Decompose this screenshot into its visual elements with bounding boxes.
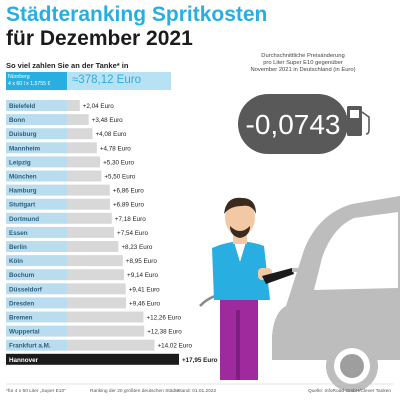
- category-label: Bochum: [9, 272, 35, 279]
- category-label: Hannover: [9, 357, 39, 364]
- bar: [67, 339, 155, 351]
- avg-change-display: -0,0743: [238, 94, 370, 154]
- bar-value-label: +12,38 Euro: [147, 329, 182, 336]
- category-label: Köln: [9, 258, 23, 265]
- bar: [67, 269, 125, 281]
- bar-value-label: +9,41 Euro: [129, 286, 160, 293]
- category-label: Mannheim: [9, 145, 41, 152]
- category-label-bg: [6, 156, 67, 168]
- category-label-bg: [6, 353, 67, 365]
- category-label-bg: [6, 297, 67, 309]
- category-label: Wuppertal: [9, 329, 40, 336]
- bar: [67, 283, 126, 295]
- avg-change-label-line: pro Liter Super E10 gegenüber: [263, 60, 343, 66]
- category-label-bg: [6, 142, 67, 154]
- bar-value-label: +8,23 Euro: [121, 244, 152, 251]
- person-illustration: [199, 197, 300, 380]
- bar: [67, 241, 119, 252]
- category-label-bg: [6, 311, 67, 323]
- date-note: Stand: 01.01.2022: [177, 389, 217, 394]
- category-label: Dresden: [9, 300, 34, 307]
- category-label-bg: [6, 114, 67, 126]
- category-label-bg: [6, 325, 67, 337]
- bar: [67, 170, 102, 182]
- category-label-bg: [6, 170, 67, 182]
- category-label: München: [9, 174, 37, 181]
- category-label: Leipzig: [9, 159, 31, 166]
- bar: [67, 226, 115, 238]
- category-label-bg: [6, 212, 67, 224]
- bar: [67, 212, 112, 224]
- reference-bar: [67, 72, 171, 90]
- ranking-note: Ranking der 20 größten deutschen Städte: [90, 389, 180, 394]
- category-label-bg: [6, 198, 67, 210]
- bar-value-label: +3,48 Euro: [92, 117, 123, 124]
- category-label: Bielefeld: [9, 103, 35, 110]
- bar-chart: Bielefeld +2,04 Euro Bonn +3,48 Euro Duisbur…: [6, 100, 218, 365]
- category-label-bg: [6, 241, 67, 252]
- category-label: Bremen: [9, 315, 33, 322]
- category-label-bg: [6, 269, 67, 281]
- bar-value-label: +12,26 Euro: [146, 315, 181, 322]
- bar-value-label: +5,50 Euro: [104, 174, 135, 181]
- bar-value-label: +7,18 Euro: [115, 216, 146, 223]
- bar-value-label: +8,95 Euro: [126, 258, 157, 265]
- category-label-bg: [6, 226, 67, 238]
- avg-change-label-line: Durchschnittliche Preisänderung: [261, 53, 345, 59]
- reference-value: ≈378,12 Euro: [72, 74, 141, 86]
- reference-city: Nürnberg: [8, 74, 30, 80]
- bar-value-label: +4,08 Euro: [95, 131, 126, 138]
- avg-change-value: -0,0743: [246, 109, 341, 140]
- bar-value-label: +2,04 Euro: [83, 103, 114, 110]
- chart-subtitle: So viel zahlen Sie an der Tanke* in: [6, 61, 129, 70]
- bar-value-label: +9,14 Euro: [127, 272, 158, 279]
- bar: [67, 198, 110, 210]
- category-label: Dortmund: [9, 216, 39, 223]
- bar-value-label: +17,95 Euro: [182, 357, 218, 364]
- category-label: Berlin: [9, 244, 27, 251]
- category-label: Bonn: [9, 117, 25, 124]
- category-label: Duisburg: [9, 131, 37, 138]
- avg-change-label: Durchschnittliche Preisänderung pro Lite…: [238, 53, 368, 74]
- bar: [67, 184, 110, 196]
- category-label-bg: [6, 339, 67, 351]
- bar: [67, 297, 127, 309]
- bar: [67, 156, 101, 168]
- bar-value-label: +7,54 Euro: [117, 230, 148, 237]
- category-label-bg: [6, 184, 67, 196]
- category-label-bg: [6, 128, 67, 140]
- bar: [67, 255, 123, 267]
- reference-box: Nürnberg 4 x 60 l x 1,5755 €: [6, 72, 67, 90]
- chart-title-line-1: Städteranking Spritkosten: [6, 3, 268, 26]
- bar-value-label: +14,02 Euro: [157, 343, 192, 350]
- fuel-pump-icon: [347, 106, 370, 136]
- category-label-bg: [6, 100, 67, 111]
- category-label: Düsseldorf: [9, 286, 43, 293]
- chart-title-line-2: für Dezember 2021: [6, 27, 193, 50]
- avg-change-label-line: November 2021 in Deutschland (in Euro): [250, 67, 356, 73]
- category-label: Stuttgart: [9, 202, 36, 209]
- bar: [67, 325, 145, 337]
- bar-value-label: +9,46 Euro: [129, 300, 160, 307]
- bar-value-label: +5,30 Euro: [103, 159, 134, 166]
- category-label-bg: [6, 283, 67, 295]
- bar-value-label: +6,86 Euro: [113, 188, 144, 195]
- bar: [67, 128, 93, 140]
- category-label: Frankfurt a.M.: [9, 343, 51, 350]
- category-label: Hamburg: [9, 188, 37, 195]
- footnote: *für 4 x 60 Liter „Super E10": [6, 389, 66, 394]
- bar: [67, 114, 89, 126]
- bar-value-label: +4,78 Euro: [100, 145, 131, 152]
- category-label: Essen: [9, 230, 28, 237]
- car-illustration: [272, 196, 400, 392]
- reference-formula: 4 x 60 l x 1,5755 €: [8, 81, 51, 87]
- bar: [67, 100, 80, 111]
- bar-value-label: +6,89 Euro: [113, 202, 144, 209]
- source-note: Quelle: InfoRoad GmbH/Clever Tanken: [308, 389, 392, 394]
- bar: [67, 142, 97, 154]
- category-label-bg: [6, 255, 67, 267]
- bar: [67, 353, 179, 365]
- bar: [67, 311, 144, 323]
